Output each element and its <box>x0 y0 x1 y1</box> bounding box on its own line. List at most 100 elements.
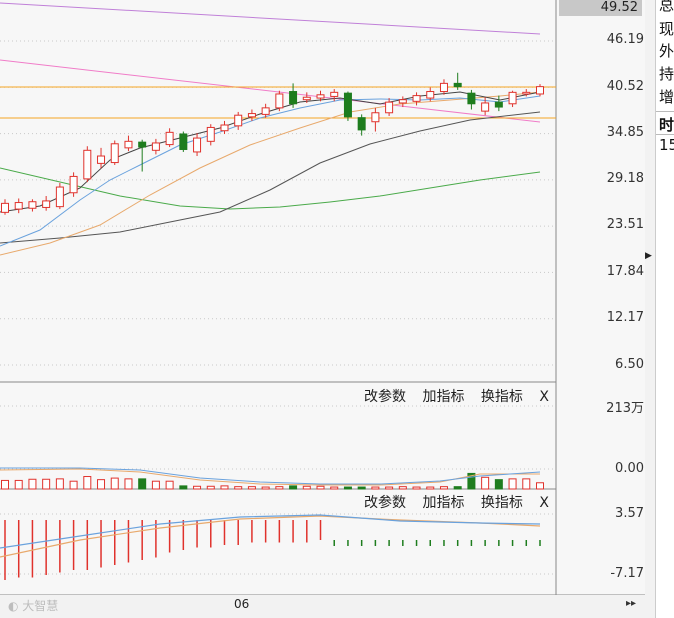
y-tick-label: 40.52 <box>606 79 644 94</box>
candle-body <box>28 201 37 209</box>
volume-bar <box>357 486 366 490</box>
candle-body <box>316 94 325 99</box>
candle-body <box>330 91 339 97</box>
quote-side-panel: 总 现 外 持 增 时 15 <box>655 0 674 618</box>
volume-bar <box>439 486 448 490</box>
volume-bar <box>69 480 78 490</box>
panel-label: 总 <box>659 0 674 14</box>
switch-indicator-button[interactable]: 换指标 <box>480 495 523 511</box>
panel-divider <box>656 134 674 135</box>
volume-bar <box>110 477 119 490</box>
macd-dea-line <box>0 514 541 549</box>
y-tick-label: 29.18 <box>606 171 644 186</box>
volume-bar <box>165 480 174 490</box>
volume-panel-toolbar: 改参数 加指标 换指标 X <box>364 386 549 406</box>
modify-params-button[interactable]: 改参数 <box>364 495 406 511</box>
watermark-logo: ◐ 大智慧 <box>8 599 59 613</box>
volume-bar <box>371 486 380 490</box>
candle-body <box>124 140 133 149</box>
candle-body <box>481 102 490 112</box>
volume-bar <box>247 486 256 490</box>
volume-bar <box>330 486 339 490</box>
ma60-line <box>0 167 541 210</box>
modify-params-button[interactable]: 改参数 <box>364 389 406 405</box>
collapse-panel-arrow-icon[interactable]: ▶ <box>645 251 652 261</box>
macd-tick-label: 3.57 <box>615 506 644 521</box>
y-tick-label: 17.84 <box>606 264 644 279</box>
candle-body <box>206 126 215 142</box>
volume-bar <box>316 485 325 490</box>
volume-bar <box>508 478 517 490</box>
y-tick-label: 34.85 <box>606 125 644 140</box>
candle-body <box>247 113 256 118</box>
macd-panel-toolbar: 改参数 加指标 换指标 X <box>364 492 549 512</box>
candle-body <box>522 91 531 95</box>
volume-bar <box>494 479 503 490</box>
volume-bar <box>453 486 462 490</box>
candle-body <box>385 101 394 114</box>
candle-body <box>165 131 174 146</box>
candle-body <box>357 117 366 131</box>
volume-bar <box>261 486 270 490</box>
candlestick-series <box>1 72 544 215</box>
volume-bar <box>522 478 531 490</box>
candle-body <box>1 202 9 213</box>
y-tick-label: 12.17 <box>606 310 644 325</box>
volume-bar <box>343 486 352 490</box>
trend-line-purple <box>0 2 541 35</box>
volume-bar <box>481 476 490 490</box>
macd-tick-label: -7.17 <box>610 566 644 581</box>
candle-body <box>426 91 435 99</box>
add-indicator-button[interactable]: 加指标 <box>422 495 465 511</box>
panel-tab-label[interactable]: 时 <box>659 116 674 134</box>
volume-bar <box>385 486 394 490</box>
candle-body <box>110 143 119 164</box>
volume-tick-label: 0.00 <box>615 461 644 476</box>
volume-bar <box>14 479 23 490</box>
volume-bar <box>234 486 243 490</box>
y-tick-label: 6.50 <box>615 357 644 372</box>
trend-line-pink <box>0 59 541 123</box>
candle-body <box>83 149 92 180</box>
trend-lines <box>0 2 556 123</box>
candle-body <box>412 95 421 102</box>
candle-body <box>69 175 78 194</box>
macd-series <box>0 514 541 580</box>
volume-bar <box>193 485 202 490</box>
candle-body <box>179 133 188 150</box>
volume-tick-label: 213万 <box>606 401 644 416</box>
candle-body <box>302 96 311 101</box>
watermark-icon: ◐ <box>8 599 23 613</box>
volume-bar <box>426 486 435 490</box>
scroll-right-icon[interactable]: ▸▸ <box>626 598 637 609</box>
candle-body <box>14 202 23 210</box>
close-panel-button[interactable]: X <box>539 389 549 405</box>
close-panel-button[interactable]: X <box>539 495 549 511</box>
candle-body <box>193 137 202 153</box>
candle-body <box>494 101 503 108</box>
candle-body <box>398 99 407 104</box>
volume-bar <box>467 472 476 490</box>
ma120-line <box>0 111 541 244</box>
volume-bar <box>179 485 188 490</box>
switch-indicator-button[interactable]: 换指标 <box>480 389 523 405</box>
volume-bar <box>1 479 9 490</box>
add-indicator-button[interactable]: 加指标 <box>422 389 465 405</box>
volume-bar <box>151 480 160 490</box>
volume-bar <box>138 478 147 490</box>
volume-ma-line <box>0 467 541 485</box>
y-tick-label: 23.51 <box>606 217 644 232</box>
panel-value: 15 <box>659 136 674 154</box>
volume-bar <box>55 478 64 490</box>
ma10-line <box>0 91 541 256</box>
volume-series <box>0 467 544 490</box>
volume-bar <box>220 485 229 490</box>
panel-divider <box>656 111 674 112</box>
x-axis-date-label: 06 <box>234 597 250 611</box>
volume-bar <box>275 486 284 490</box>
current-price-tag: 49.52 <box>559 0 642 16</box>
volume-bar <box>206 485 215 490</box>
panel-label: 外 <box>659 42 674 60</box>
volume-bar <box>97 479 106 490</box>
